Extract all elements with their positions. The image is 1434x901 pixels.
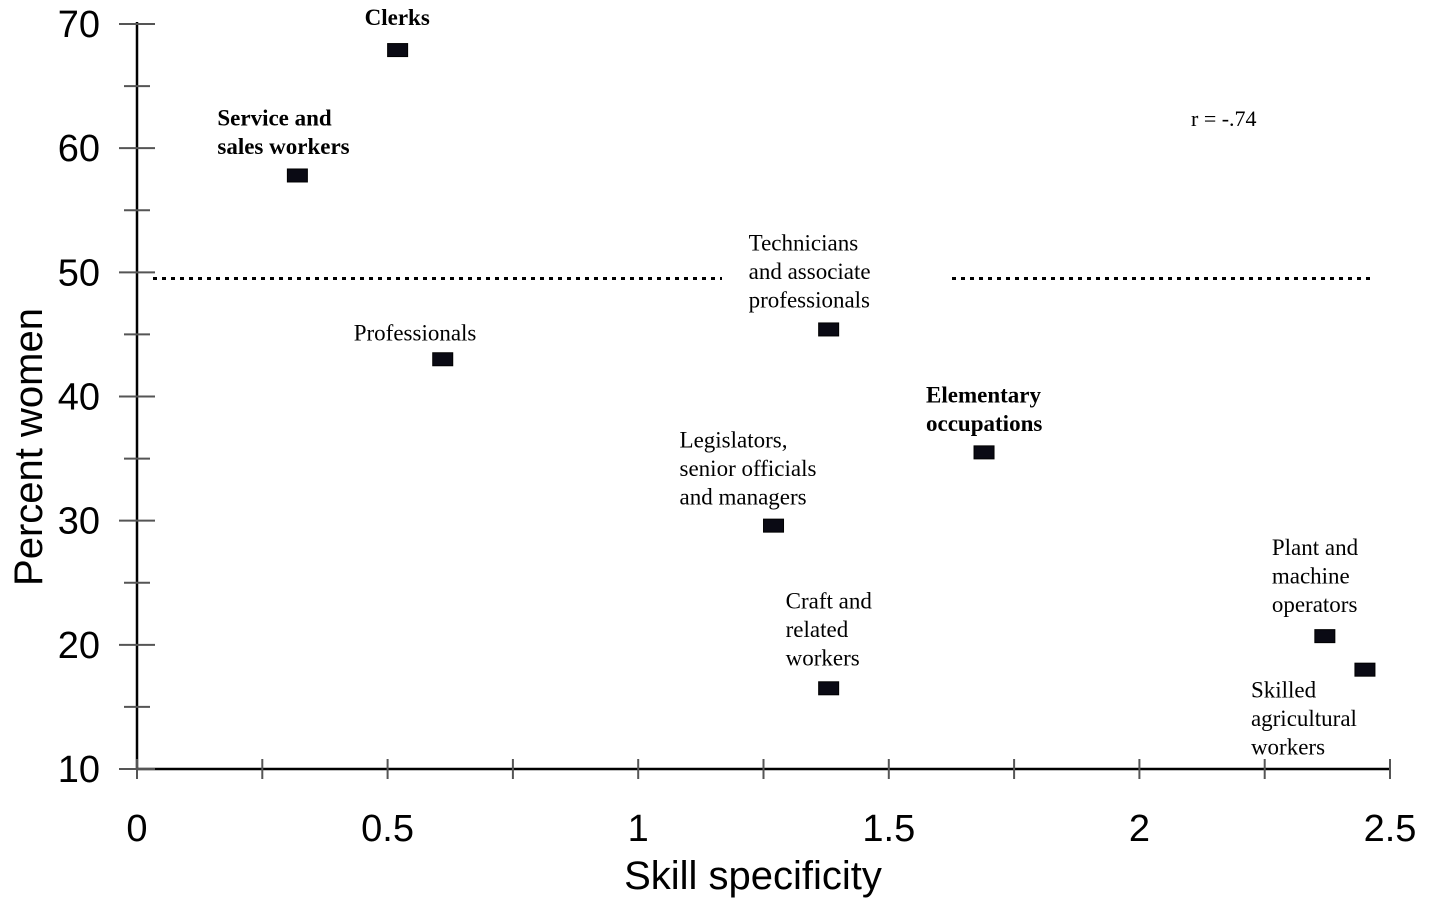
- point-labels: Clerks Service and sales workers Profession…: [217, 5, 1358, 760]
- y-tick-label: 60: [58, 128, 100, 170]
- x-axis-ticks: 0 0.5 1 1.5 2 2.5: [126, 759, 1416, 850]
- y-tick-label: 10: [58, 749, 100, 791]
- x-axis-title: Skill specificity: [624, 854, 882, 898]
- point-label: Plant and machine operators: [1272, 535, 1359, 617]
- point-label: Legislators, senior officials and managers: [680, 428, 817, 510]
- point-label: Skilled agricultural workers: [1251, 678, 1357, 760]
- data-point: [818, 322, 840, 337]
- y-tick-label: 70: [58, 4, 100, 46]
- x-tick-label: 0.5: [361, 808, 414, 850]
- x-tick-label: 0: [126, 808, 147, 850]
- y-tick-label: 20: [58, 625, 100, 667]
- data-point: [973, 445, 995, 460]
- data-point: [432, 352, 454, 367]
- x-tick-label: 2.5: [1364, 808, 1417, 850]
- point-label: Technicians and associate professionals: [749, 230, 871, 312]
- point-label: Professionals: [354, 320, 477, 345]
- y-axis-title: Percent women: [7, 308, 51, 586]
- data-point: [818, 681, 840, 696]
- data-points: [286, 43, 1376, 696]
- point-label: Clerks: [365, 5, 430, 30]
- data-point: [286, 168, 308, 183]
- point-label: Craft and related workers: [786, 588, 873, 670]
- point-label: Service and sales workers: [217, 105, 349, 159]
- x-tick-label: 2: [1129, 808, 1150, 850]
- y-tick-label: 30: [58, 501, 100, 543]
- y-axis-ticks: 10 20 30 40 50 60 70: [58, 4, 155, 791]
- y-tick-label: 40: [58, 377, 100, 419]
- x-tick-label: 1: [628, 808, 649, 850]
- point-label: Elementary occupations: [926, 382, 1042, 436]
- data-point: [1314, 629, 1336, 644]
- x-tick-label: 1.5: [862, 808, 915, 850]
- data-point: [387, 43, 409, 58]
- data-point: [1354, 662, 1376, 677]
- y-tick-label: 50: [58, 252, 100, 294]
- data-point: [763, 518, 785, 533]
- correlation-annotation: r = -.74: [1191, 106, 1257, 131]
